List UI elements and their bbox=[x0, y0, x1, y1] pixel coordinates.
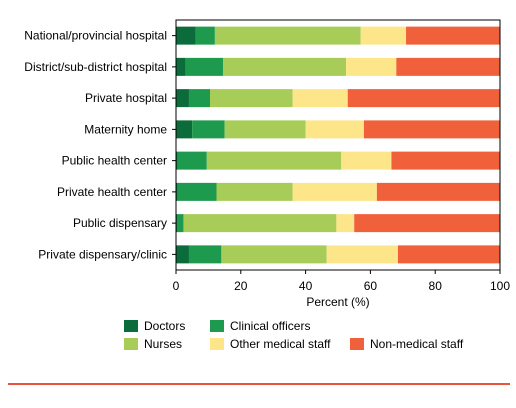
bar-segment bbox=[216, 182, 293, 201]
bar-segment bbox=[176, 214, 184, 233]
bar-segment bbox=[206, 151, 342, 170]
bar-segment bbox=[406, 26, 500, 45]
bar-segment bbox=[396, 57, 500, 76]
bar-segment bbox=[292, 182, 377, 201]
bottom-divider bbox=[8, 383, 510, 385]
bar-segment bbox=[176, 26, 196, 45]
category-label: District/sub-district hospital bbox=[24, 60, 167, 74]
bar-segment bbox=[336, 214, 355, 233]
bar-segment bbox=[176, 151, 178, 170]
bar-segment bbox=[183, 214, 337, 233]
legend-swatch bbox=[210, 338, 224, 350]
bar-segment bbox=[346, 57, 397, 76]
bar-segment bbox=[341, 151, 392, 170]
x-tick-label: 100 bbox=[490, 279, 510, 293]
bar-segment bbox=[214, 26, 361, 45]
x-tick-label: 20 bbox=[234, 279, 248, 293]
bar-segment bbox=[176, 245, 189, 264]
bar-segment bbox=[326, 245, 398, 264]
x-axis: 0 20 40 60 80 100 Percent (%) bbox=[173, 270, 510, 309]
category-label: Private health center bbox=[57, 185, 167, 199]
bar-segment bbox=[188, 245, 222, 264]
legend-label: Nurses bbox=[144, 337, 182, 351]
plot-frame bbox=[175, 19, 501, 271]
bar-segment bbox=[195, 26, 215, 45]
bar-segment bbox=[221, 245, 327, 264]
legend-label: Other medical staff bbox=[230, 337, 331, 351]
bar-segment bbox=[347, 89, 500, 108]
legend-label: Clinical officers bbox=[230, 319, 310, 333]
bar-segment bbox=[192, 120, 225, 139]
bar-segment bbox=[188, 89, 211, 108]
bar-segment bbox=[363, 120, 500, 139]
category-label: Private hospital bbox=[85, 91, 167, 105]
category-label: Public health center bbox=[62, 154, 167, 168]
bar-segment bbox=[376, 182, 500, 201]
category-label: Maternity home bbox=[84, 122, 167, 136]
x-tick-label: 0 bbox=[173, 279, 180, 293]
bar-segment bbox=[210, 89, 293, 108]
bars-layer bbox=[176, 26, 500, 264]
x-axis-title: Percent (%) bbox=[306, 295, 369, 309]
category-label: Public dispensary bbox=[73, 216, 167, 230]
bar-segment bbox=[176, 89, 189, 108]
bar-segment bbox=[397, 245, 500, 264]
legend-label: Non-medical staff bbox=[370, 337, 464, 351]
x-tick-label: 60 bbox=[364, 279, 378, 293]
bar-segment bbox=[360, 26, 407, 45]
legend-swatch bbox=[210, 320, 224, 332]
x-tick-label: 40 bbox=[299, 279, 313, 293]
bar-segment bbox=[354, 214, 500, 233]
category-label: Private dispensary/clinic bbox=[38, 247, 167, 261]
bar-segment bbox=[391, 151, 500, 170]
legend-swatch bbox=[350, 338, 364, 350]
legend: Doctors Clinical officers Nurses Other medi… bbox=[124, 319, 464, 351]
category-labels: National/provincial hospital District/sub… bbox=[24, 29, 176, 261]
bar-segment bbox=[185, 57, 223, 76]
legend-swatch bbox=[124, 320, 138, 332]
bar-segment bbox=[224, 120, 306, 139]
bar-segment bbox=[222, 57, 347, 76]
legend-swatch bbox=[124, 338, 138, 350]
legend-label: Doctors bbox=[144, 319, 185, 333]
category-label: National/provincial hospital bbox=[24, 29, 167, 43]
bar-segment bbox=[176, 120, 193, 139]
bar-segment bbox=[177, 182, 217, 201]
bar-segment bbox=[305, 120, 364, 139]
bar-segment bbox=[176, 57, 186, 76]
x-tick-label: 80 bbox=[429, 279, 443, 293]
bar-segment bbox=[176, 182, 178, 201]
bar-segment bbox=[177, 151, 207, 170]
bar-segment bbox=[292, 89, 348, 108]
